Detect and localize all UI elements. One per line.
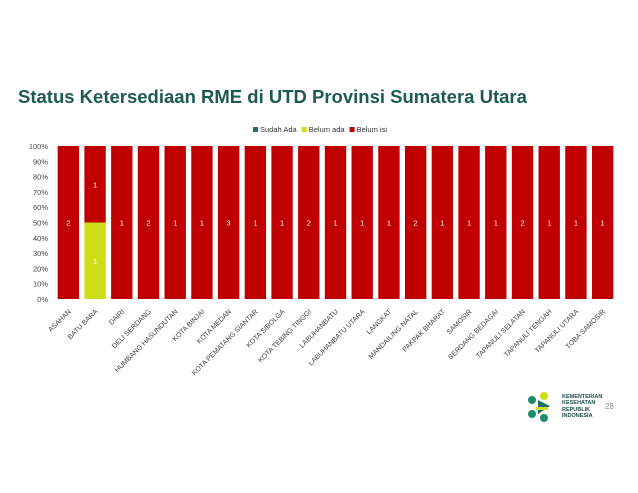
x-tick-label: LABUHANBATU UTARA [308, 308, 367, 367]
legend-label: Belum isi [357, 125, 388, 134]
bars: 0020110010020010010030010010020010010010… [57, 146, 614, 299]
y-tick-label: 30% [33, 249, 48, 258]
x-tick-label: MANDAILING NATAL [368, 308, 420, 360]
bar-segment [458, 146, 480, 299]
data-label: 1 [440, 219, 444, 228]
x-tick-label: TAPANULI TENGAH [503, 308, 553, 358]
bar-segment [84, 222, 106, 299]
data-label: 2 [307, 219, 311, 228]
x-tick-label: LANGKAT [366, 308, 394, 336]
data-label: 2 [414, 219, 418, 228]
chart-legend: Sudah Ada Belum ada Belum isi [253, 125, 387, 134]
data-label: 1 [360, 219, 364, 228]
data-label: 1 [574, 219, 578, 228]
data-label: 3 [227, 219, 231, 228]
y-tick-label: 0% [37, 295, 48, 304]
y-tick-label: 80% [33, 173, 48, 182]
logo-text: KEMENTERIAN KESEHATAN REPUBLIK INDONESIA [562, 394, 602, 420]
kemenkes-logo-icon [528, 392, 550, 422]
y-tick-label: 20% [33, 264, 48, 273]
bar-segment [244, 146, 267, 299]
bar-segment [378, 146, 400, 299]
data-label: 2 [520, 219, 524, 228]
data-label: 1 [280, 219, 284, 228]
y-axis: 0% 10% 20% 30% 40% 50% 60% 70% 80% 90% 100% [29, 142, 49, 304]
x-tick-label: SAMOSIR [446, 308, 474, 336]
bar-segment [485, 146, 507, 299]
bar-segment [84, 146, 106, 223]
bar-segment [298, 146, 320, 299]
bar-segment [137, 146, 160, 299]
data-label: 1 [601, 219, 605, 228]
data-label: 1 [120, 219, 124, 228]
data-label: 2 [146, 219, 150, 228]
bar-segment [404, 146, 427, 299]
legend-swatch [253, 127, 258, 132]
bar-segment [111, 146, 133, 299]
logo-line-1: KEMENTERIAN [562, 394, 603, 400]
data-label: 1 [547, 219, 551, 228]
y-tick-label: 60% [33, 203, 48, 212]
y-tick-label: 90% [33, 157, 48, 166]
logo-line-3: REPUBLIK [562, 406, 591, 413]
y-tick-label: 50% [33, 219, 48, 228]
slide-title: Status Ketersediaan RME di UTD Provinsi … [18, 86, 527, 107]
y-tick-label: 10% [33, 280, 48, 289]
y-tick-label: 40% [33, 234, 48, 243]
data-label: 1 [387, 219, 391, 228]
data-label: 1 [253, 219, 257, 228]
data-label: 1 [200, 219, 204, 228]
bar-segment [431, 146, 454, 299]
bar-segment [191, 146, 213, 299]
legend-swatch [349, 127, 355, 132]
page-number: 28 [605, 402, 614, 411]
bar-segment [164, 146, 186, 299]
logo-line-2: KESEHATAN [562, 400, 596, 407]
bar-segment [271, 146, 293, 299]
bar-segment [217, 146, 240, 299]
data-label: 1 [333, 219, 337, 228]
bar-segment [57, 146, 80, 299]
data-label: 1 [93, 180, 97, 189]
x-tick-label: SERDANG BEDAGAI [447, 308, 500, 361]
x-tick-label: KOTA TEBING TINGGI [257, 308, 313, 364]
data-label: 1 [173, 219, 177, 228]
bar-segment [565, 146, 587, 299]
legend-label: Sudah Ada [260, 125, 298, 134]
data-label: 2 [66, 219, 70, 228]
bar-segment [324, 146, 347, 299]
logo-line-4: INDONESIA [562, 413, 593, 420]
bar-segment [538, 146, 560, 299]
bar-segment [591, 146, 614, 299]
legend-label: Belum ada [309, 125, 346, 134]
bar-segment [351, 146, 373, 299]
bar-segment [511, 146, 534, 299]
y-tick-label: 100% [29, 142, 49, 151]
data-label: 1 [93, 257, 97, 266]
x-tick-label: TAPANULI SELATAN [475, 308, 527, 360]
y-tick-label: 70% [33, 188, 48, 197]
x-tick-label: ASAHAN [47, 308, 72, 333]
data-label: 1 [467, 219, 471, 228]
data-label: 1 [494, 219, 498, 228]
legend-swatch [301, 127, 307, 132]
x-tick-label: DAIRI [108, 308, 126, 326]
